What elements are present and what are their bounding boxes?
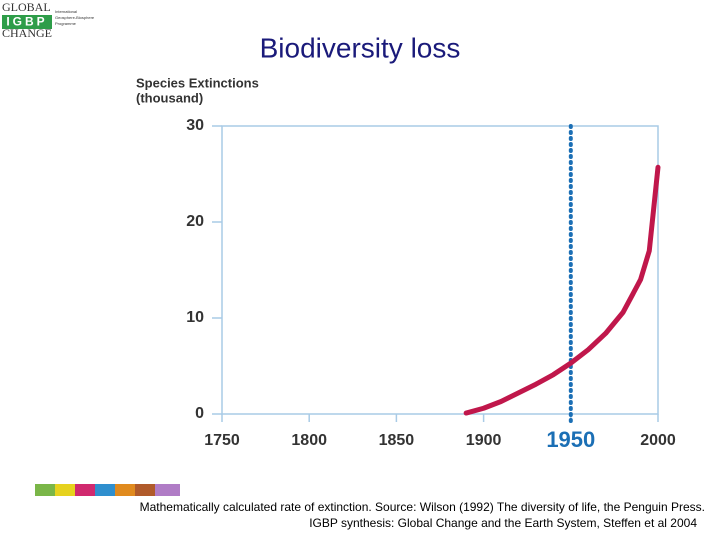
color-strip: [35, 484, 180, 496]
x-tick-label: 1950: [546, 427, 595, 452]
logo-subtext: Programme: [55, 21, 77, 26]
logo-text: IGBP: [6, 15, 47, 29]
logo-subtext: International: [55, 9, 77, 14]
y-tick-label: 30: [186, 117, 204, 134]
x-tick-label: 1750: [204, 432, 240, 449]
y-axis-label: (thousand): [136, 90, 203, 105]
logo-text: GLOBAL: [2, 0, 51, 14]
x-tick-label: 1800: [291, 432, 327, 449]
chart-title: Biodiversity loss: [260, 32, 461, 63]
y-axis-label: Species Extinctions: [136, 75, 259, 90]
y-tick-label: 20: [186, 213, 204, 230]
y-tick-label: 0: [195, 405, 204, 422]
y-tick-label: 10: [186, 309, 204, 326]
caption: IGBP synthesis: Global Change and the Ea…: [309, 516, 697, 530]
caption: Mathematically calculated rate of extinc…: [140, 500, 705, 514]
logo-box: [2, 15, 52, 29]
plot-frame: [221, 125, 659, 415]
logo-text: CHANGE: [2, 26, 52, 40]
logo-subtext: Geosphere-Biosphere: [55, 15, 95, 20]
x-tick-label: 1850: [379, 432, 415, 449]
x-tick-label: 2000: [640, 432, 676, 449]
data-line: [463, 164, 661, 416]
x-tick-label: 1900: [466, 432, 502, 449]
